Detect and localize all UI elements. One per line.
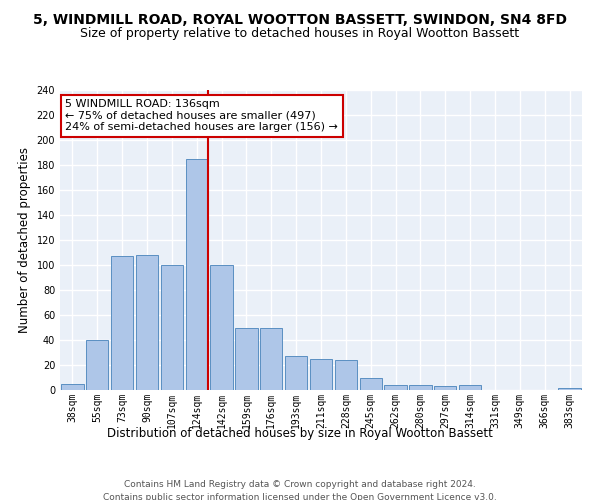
- Bar: [559, 388, 581, 390]
- Text: Contains public sector information licensed under the Open Government Licence v3: Contains public sector information licen…: [103, 492, 497, 500]
- Bar: [385, 385, 407, 390]
- Bar: [136, 255, 158, 390]
- Bar: [211, 265, 233, 390]
- Bar: [434, 386, 457, 390]
- Bar: [335, 360, 357, 390]
- Bar: [359, 378, 382, 390]
- Bar: [260, 328, 283, 390]
- Bar: [61, 384, 83, 390]
- Text: 5, WINDMILL ROAD, ROYAL WOOTTON BASSETT, SWINDON, SN4 8FD: 5, WINDMILL ROAD, ROYAL WOOTTON BASSETT,…: [33, 12, 567, 26]
- Bar: [409, 385, 431, 390]
- Bar: [235, 328, 257, 390]
- Bar: [459, 385, 481, 390]
- Bar: [111, 256, 133, 390]
- Text: 5 WINDMILL ROAD: 136sqm
← 75% of detached houses are smaller (497)
24% of semi-d: 5 WINDMILL ROAD: 136sqm ← 75% of detache…: [65, 99, 338, 132]
- Text: Contains HM Land Registry data © Crown copyright and database right 2024.: Contains HM Land Registry data © Crown c…: [124, 480, 476, 489]
- Y-axis label: Number of detached properties: Number of detached properties: [18, 147, 31, 333]
- Text: Distribution of detached houses by size in Royal Wootton Bassett: Distribution of detached houses by size …: [107, 428, 493, 440]
- Bar: [310, 359, 332, 390]
- Bar: [185, 159, 208, 390]
- Bar: [161, 265, 183, 390]
- Text: Size of property relative to detached houses in Royal Wootton Bassett: Size of property relative to detached ho…: [80, 28, 520, 40]
- Bar: [285, 356, 307, 390]
- Bar: [86, 340, 109, 390]
